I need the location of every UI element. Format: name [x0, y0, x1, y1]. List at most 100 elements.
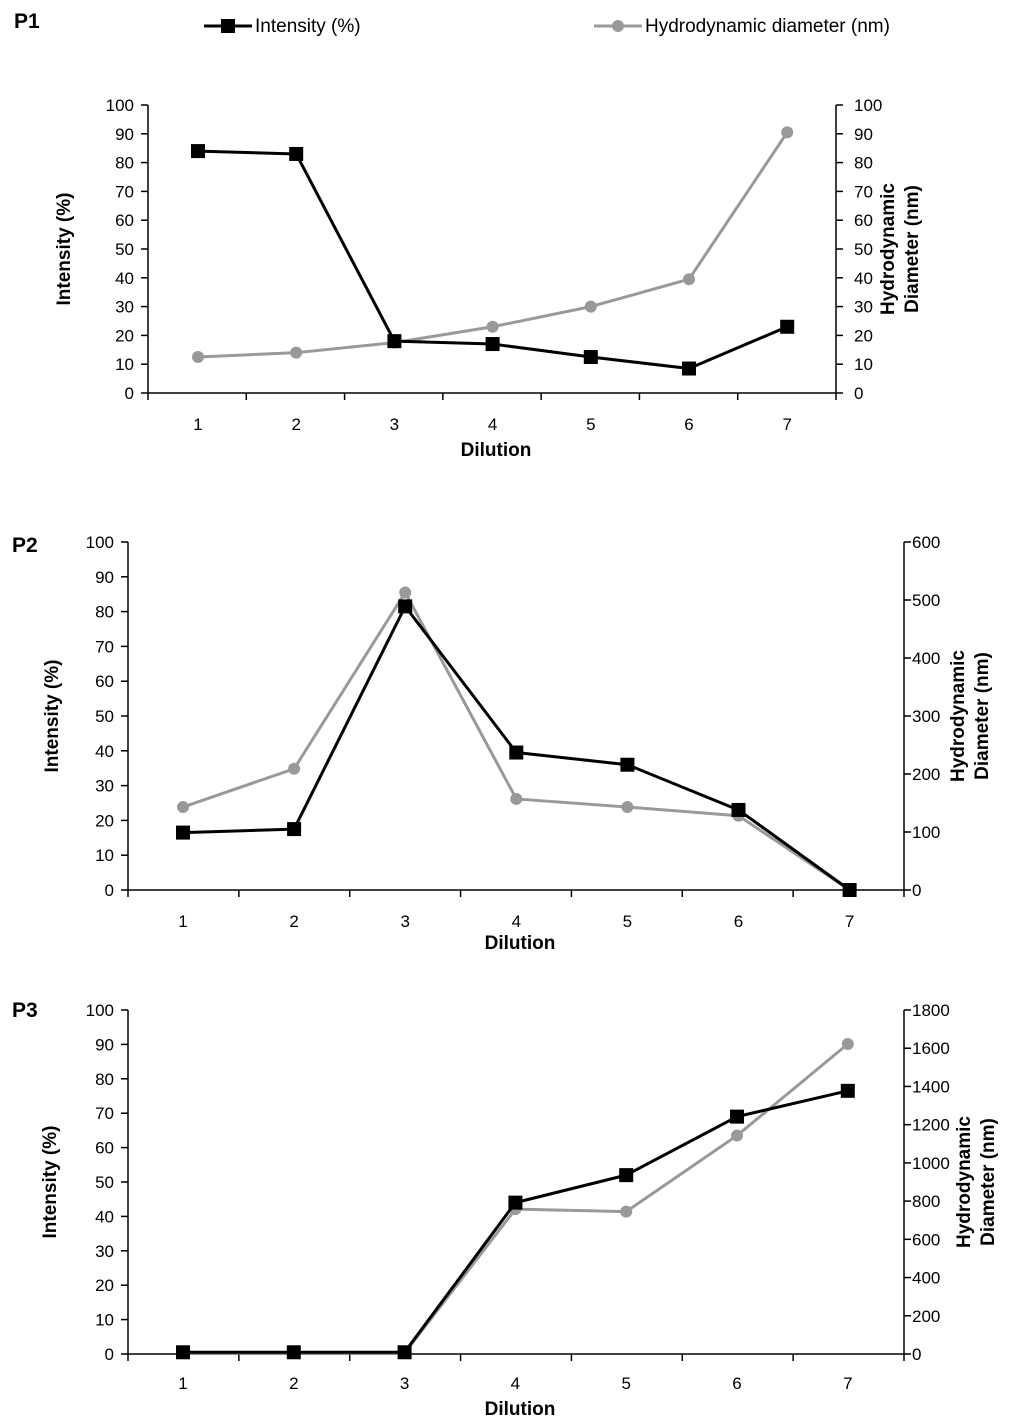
p2-y2-tick-label: 100 — [912, 823, 940, 842]
p1-y2-tick-label: 100 — [854, 96, 882, 115]
p1-x-tick-label: 1 — [193, 415, 202, 434]
p3-diameter-point — [731, 1129, 743, 1142]
p2-intensity-point — [731, 802, 746, 817]
p3-y2-tick-label: 600 — [912, 1230, 940, 1249]
p3-intensity-point — [508, 1195, 523, 1210]
p2-y2-tick-label: 600 — [912, 533, 940, 552]
p1-x-tick-label: 5 — [586, 415, 595, 434]
p1-diameter-point — [486, 320, 499, 333]
p2-y-tick-label: 100 — [86, 533, 114, 552]
p2-y-tick-label: 70 — [95, 637, 114, 656]
panel-p2: P2 0 10 20 30 40 50 60 70 80 90 100 0 100 200 300 400 500… — [12, 533, 993, 954]
p3-intensity-point — [840, 1083, 855, 1098]
p3-diameter-point — [841, 1038, 854, 1051]
p3-y2-tick-label: 1600 — [912, 1039, 950, 1058]
p1-y2-axis-title-line1: Hydrodynamic — [878, 183, 899, 315]
p1-y2-tick-label: 60 — [854, 211, 873, 230]
p2-diameter-point — [510, 792, 523, 805]
p2-x-tick-label: 5 — [623, 912, 632, 931]
p3-intensity-point — [730, 1109, 744, 1124]
p2-intensity-point — [287, 822, 302, 837]
p1-intensity-line — [197, 149, 788, 371]
p1-y-axis-title: Intensity (%) — [54, 193, 75, 306]
p2-y2-tick-label: 400 — [912, 649, 940, 668]
p3-x-tick-label: 7 — [843, 1374, 852, 1393]
legend: Intensity (%) Hydrodynamic diameter (nm) — [204, 16, 890, 37]
p2-y2-tick-label: 300 — [912, 707, 940, 726]
p1-diameter-point — [192, 351, 204, 363]
p1-intensity-point — [387, 334, 402, 349]
p2-y-tick-label: 90 — [95, 568, 114, 587]
p3-y-tick-label: 10 — [95, 1311, 114, 1330]
p2-panel-label: P2 — [12, 534, 38, 557]
p3-y2-axis-title-line1: Hydrodynamic — [954, 1116, 975, 1248]
p3-intensity-point — [286, 1345, 301, 1360]
p1-y-tick-label: 70 — [115, 182, 134, 201]
p3-intensity-point — [397, 1345, 412, 1360]
p1-y-tick-label: 40 — [115, 269, 134, 288]
p2-y2-tick-label: 500 — [912, 591, 940, 610]
p3-x-tick-label: 4 — [511, 1374, 520, 1393]
p2-y2-axis-title-line2: Diameter (nm) — [972, 652, 993, 780]
p1-diameter-point — [584, 300, 597, 313]
p2-y-tick-label: 50 — [95, 707, 114, 726]
p2-diameter-point — [177, 801, 189, 814]
p3-x-axis-title: Dilution — [485, 1399, 556, 1420]
legend-intensity-marker — [221, 19, 235, 33]
p3-intensity-point — [176, 1345, 190, 1360]
p1-panel-label: P1 — [14, 10, 40, 33]
legend-diameter-label: Hydrodynamic diameter (nm) — [645, 16, 890, 37]
p2-intensity-point — [842, 883, 857, 897]
p1-x-axis-title: Dilution — [461, 440, 532, 461]
p3-x-tick-label: 5 — [621, 1374, 630, 1393]
p1-intensity-point — [780, 319, 795, 334]
p3-y-axis-title: Intensity (%) — [40, 1126, 61, 1239]
p3-y-tick-label: 20 — [95, 1276, 114, 1295]
p3-intensity-line — [183, 1089, 849, 1354]
p2-x-axis-title: Dilution — [485, 933, 556, 954]
p1-x-tick-label: 7 — [782, 415, 791, 434]
p2-x-tick-label: 6 — [734, 912, 743, 931]
p2-intensity-point — [509, 745, 524, 760]
p3-x-tick-label: 1 — [178, 1374, 187, 1393]
p2-diameter-line — [182, 590, 851, 892]
legend-diameter-marker — [612, 20, 624, 32]
p1-y-tick-label: 60 — [115, 211, 134, 230]
p2-intensity-point — [620, 757, 635, 772]
p1-y-tick-label: 50 — [115, 240, 134, 259]
p1-intensity-point — [289, 146, 304, 161]
p3-y-tick-label: 50 — [95, 1173, 114, 1192]
p1-y-tick-label: 10 — [115, 355, 134, 374]
p2-y-tick-label: 40 — [95, 742, 114, 761]
p2-x-tick-label: 1 — [178, 912, 187, 931]
p1-y-tick-label: 20 — [115, 326, 134, 345]
p3-intensity-point — [619, 1168, 634, 1183]
p2-y2-axis-title-line1: Hydrodynamic — [948, 650, 969, 782]
p1-y2-tick-label: 20 — [854, 326, 873, 345]
p1-x-tick-label: 4 — [488, 415, 497, 434]
p3-x-tick-label: 3 — [400, 1374, 409, 1393]
p1-y2-tick-label: 0 — [854, 384, 863, 403]
p3-y-tick-label: 40 — [95, 1207, 114, 1226]
p1-x-tick-label: 3 — [390, 415, 399, 434]
p2-y-tick-label: 60 — [95, 672, 114, 691]
p2-y-tick-label: 80 — [95, 603, 114, 622]
p2-diameter-point — [288, 762, 301, 775]
p3-y2-tick-label: 400 — [912, 1269, 940, 1288]
p1-y2-axis-title-line2: Diameter (nm) — [902, 185, 923, 313]
p2-x-tick-label: 4 — [512, 912, 521, 931]
p3-y2-tick-label: 1000 — [912, 1154, 950, 1173]
p1-intensity-point — [191, 144, 205, 159]
p1-x-tick-label: 2 — [291, 415, 300, 434]
p3-y-tick-label: 70 — [95, 1104, 114, 1123]
p2-y-tick-label: 0 — [105, 881, 114, 900]
p1-y2-tick-label: 50 — [854, 240, 873, 259]
p1-y2-tick-label: 80 — [854, 154, 873, 173]
p1-intensity-point — [485, 337, 500, 352]
p1-y-tick-label: 0 — [125, 384, 134, 403]
p2-intensity-point — [176, 825, 190, 840]
p3-y-tick-label: 0 — [105, 1345, 114, 1364]
p3-y-tick-label: 100 — [86, 1001, 114, 1020]
p1-intensity-point — [682, 361, 696, 376]
